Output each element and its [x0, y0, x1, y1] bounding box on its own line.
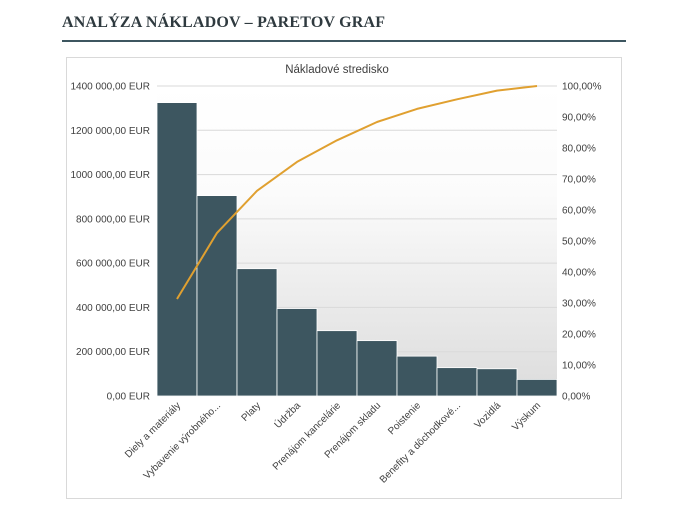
pareto-chart: 0,00 EUR 200 000,00 EUR 400 000,00 EUR 600 … — [70, 64, 602, 486]
cumulative-line — [176, 85, 538, 300]
right-tick-label: 10,00% — [562, 361, 596, 372]
left-tick-label: 200 000,00 EUR — [76, 347, 150, 358]
right-axis-ticks: 0,00% 10,00% 20,00% 30,00% 40,00% 50,00% 60,00… — [562, 82, 602, 403]
right-tick-label: 20,00% — [562, 330, 596, 341]
left-tick-label: 1000 000,00 EUR — [70, 170, 150, 181]
chart-title: Nákladové stredisko — [285, 64, 389, 76]
right-tick-label: 30,00% — [562, 299, 596, 310]
category-label: Vybavenie výrobného... — [142, 400, 223, 481]
right-tick-label: 70,00% — [562, 175, 596, 186]
category-label: Benefity a dôchodkové... — [378, 400, 463, 485]
bar — [316, 330, 358, 397]
right-tick-label: 40,00% — [562, 268, 596, 279]
left-tick-label: 800 000,00 EUR — [76, 214, 150, 225]
right-tick-label: 80,00% — [562, 144, 596, 155]
cumulative-percentage-line — [176, 85, 538, 300]
chart-container: 0,00 EUR 200 000,00 EUR 400 000,00 EUR 600 … — [66, 57, 622, 499]
left-tick-label: 1400 000,00 EUR — [70, 82, 150, 93]
bar — [396, 355, 438, 397]
category-label: Vozidlá — [473, 400, 504, 431]
bar — [356, 340, 398, 397]
right-tick-label: 60,00% — [562, 206, 596, 217]
category-label: Výskum — [510, 400, 543, 433]
right-tick-label: 0,00% — [562, 392, 590, 403]
bar — [476, 368, 518, 397]
bar — [196, 195, 238, 397]
right-tick-label: 90,00% — [562, 113, 596, 124]
bar — [236, 268, 278, 397]
right-tick-label: 100,00% — [562, 82, 602, 93]
page-title: ANALÝZA NÁKLADOV – PARETOV GRAF — [62, 14, 386, 31]
left-tick-label: 400 000,00 EUR — [76, 303, 150, 314]
category-label: Údržba — [271, 399, 303, 431]
left-tick-label: 1200 000,00 EUR — [70, 126, 150, 137]
bars — [156, 102, 558, 397]
left-axis-ticks: 0,00 EUR 200 000,00 EUR 400 000,00 EUR 600 … — [70, 82, 150, 403]
category-label: Prenájom kancelárie — [271, 400, 344, 473]
right-tick-label: 50,00% — [562, 237, 596, 248]
bar — [276, 308, 318, 397]
bar — [156, 102, 198, 397]
left-tick-label: 600 000,00 EUR — [76, 259, 150, 270]
category-label: Platy — [240, 400, 264, 424]
title-rule — [62, 40, 626, 42]
bar — [436, 367, 478, 397]
left-tick-label: 0,00 EUR — [107, 392, 150, 403]
bar — [516, 378, 558, 397]
category-label: Poistenie — [386, 400, 423, 437]
